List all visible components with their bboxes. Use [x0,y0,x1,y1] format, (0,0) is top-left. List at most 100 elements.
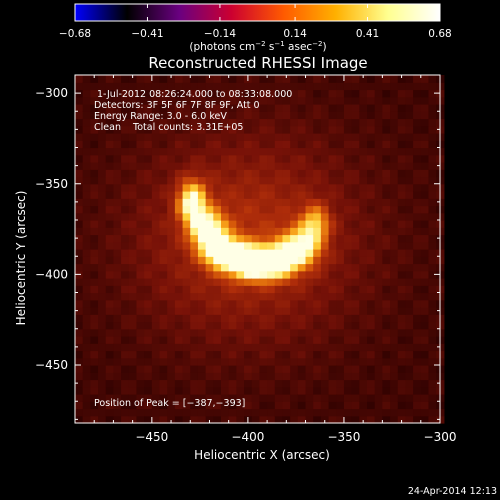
heatmap-cell [397,111,407,120]
heatmap-cell [75,278,84,286]
heatmap-cell [113,350,122,359]
heatmap-cell [413,343,422,352]
heatmap-cell [320,89,330,98]
heatmap-cell [121,357,130,366]
heatmap-cell [367,118,376,127]
heatmap-cell [236,104,245,112]
heatmap-cell [359,365,368,373]
heatmap-cell [320,372,330,381]
heatmap-cell [105,321,115,330]
heatmap-cell [105,140,115,149]
heatmap-cell [105,205,115,214]
heatmap-cell [244,401,253,410]
heatmap-cell [128,133,138,141]
heatmap-cell [405,227,414,236]
heatmap-cell [144,227,153,236]
heatmap-cell [221,401,230,410]
heatmap-cell [197,183,207,192]
heatmap-cell [251,401,261,410]
heatmap-cell [121,104,130,112]
heatmap-cell [374,125,383,134]
heatmap-cell [75,379,84,388]
heatmap-cell [174,176,184,185]
heatmap-cell [221,147,230,156]
heatmap-cell [382,401,391,410]
heatmap-cell [351,350,360,359]
heatmap-cell [382,292,391,301]
heatmap-cell [282,162,291,170]
heatmap-cell [121,278,130,286]
heatmap-cell [367,307,376,315]
heatmap-cell [343,162,353,170]
heatmap-cell [313,75,322,83]
heatmap-cell [228,75,237,83]
heatmap-cell [90,336,99,344]
heatmap-cell [128,256,138,265]
heatmap-cell [313,328,322,337]
heatmap-cell [336,140,345,149]
heatmap-cell [121,256,130,265]
heatmap-cell [98,118,107,127]
heatmap-cell [320,249,330,257]
heatmap-cell [98,263,107,272]
heatmap-cell [167,96,176,105]
heatmap-cell [205,299,214,308]
heatmap-cell [328,365,337,373]
heatmap-cell [205,176,214,185]
heatmap-cell [82,82,91,91]
heatmap-cell [297,227,307,236]
heatmap-cell [205,140,214,149]
heatmap-cell [159,212,168,221]
heatmap-cell [336,256,345,265]
heatmap-cell [228,104,237,112]
heatmap-cell [205,96,214,105]
heatmap-cell [374,350,383,359]
heatmap-cell [328,343,337,352]
heatmap-cell [274,285,284,294]
heatmap-cell [98,249,107,257]
heatmap-cell [274,299,284,308]
heatmap-cell [397,343,407,352]
heatmap-cell [351,401,360,410]
heatmap-cell [75,401,84,410]
heatmap-cell [190,125,199,134]
heatmap-cell [359,198,368,207]
heatmap-cell [113,147,122,156]
heatmap-cell [113,75,122,83]
heatmap-cell [351,343,360,352]
heatmap-cell [105,133,115,141]
heatmap-cell [374,205,383,214]
y-axis-label: Heliocentric Y (arcsec) [14,191,28,326]
heatmap-cell [90,292,99,301]
heatmap-cell [313,336,322,344]
heatmap-cell [282,125,291,134]
heatmap-cell [144,314,153,323]
heatmap-cell [90,212,99,221]
heatmap-cell [174,357,184,366]
heatmap-cell [244,183,253,192]
heatmap-cell [136,118,145,127]
heatmap-cell [128,176,138,185]
heatmap-cell [75,292,84,301]
heatmap-cell [90,96,99,105]
heatmap-cell [313,234,322,243]
heatmap-cell [297,256,307,265]
heatmap-cell [305,314,314,323]
heatmap-cell [397,328,407,337]
heatmap-cell [367,75,376,83]
heatmap-cell [82,343,91,352]
heatmap-cell [405,220,414,228]
heatmap-cell [197,89,207,98]
heatmap-cell [82,263,91,272]
heatmap-cell [128,75,138,83]
heatmap-cell [367,379,376,388]
heatmap-cell [251,140,261,149]
heatmap-cell [121,350,130,359]
heatmap-cell [136,270,145,279]
heatmap-cell [174,343,184,352]
heatmap-cell [190,401,199,410]
heatmap-cell [328,408,337,417]
heatmap-cell [121,394,130,402]
heatmap-cell [197,278,207,286]
heatmap-cell [105,234,115,243]
